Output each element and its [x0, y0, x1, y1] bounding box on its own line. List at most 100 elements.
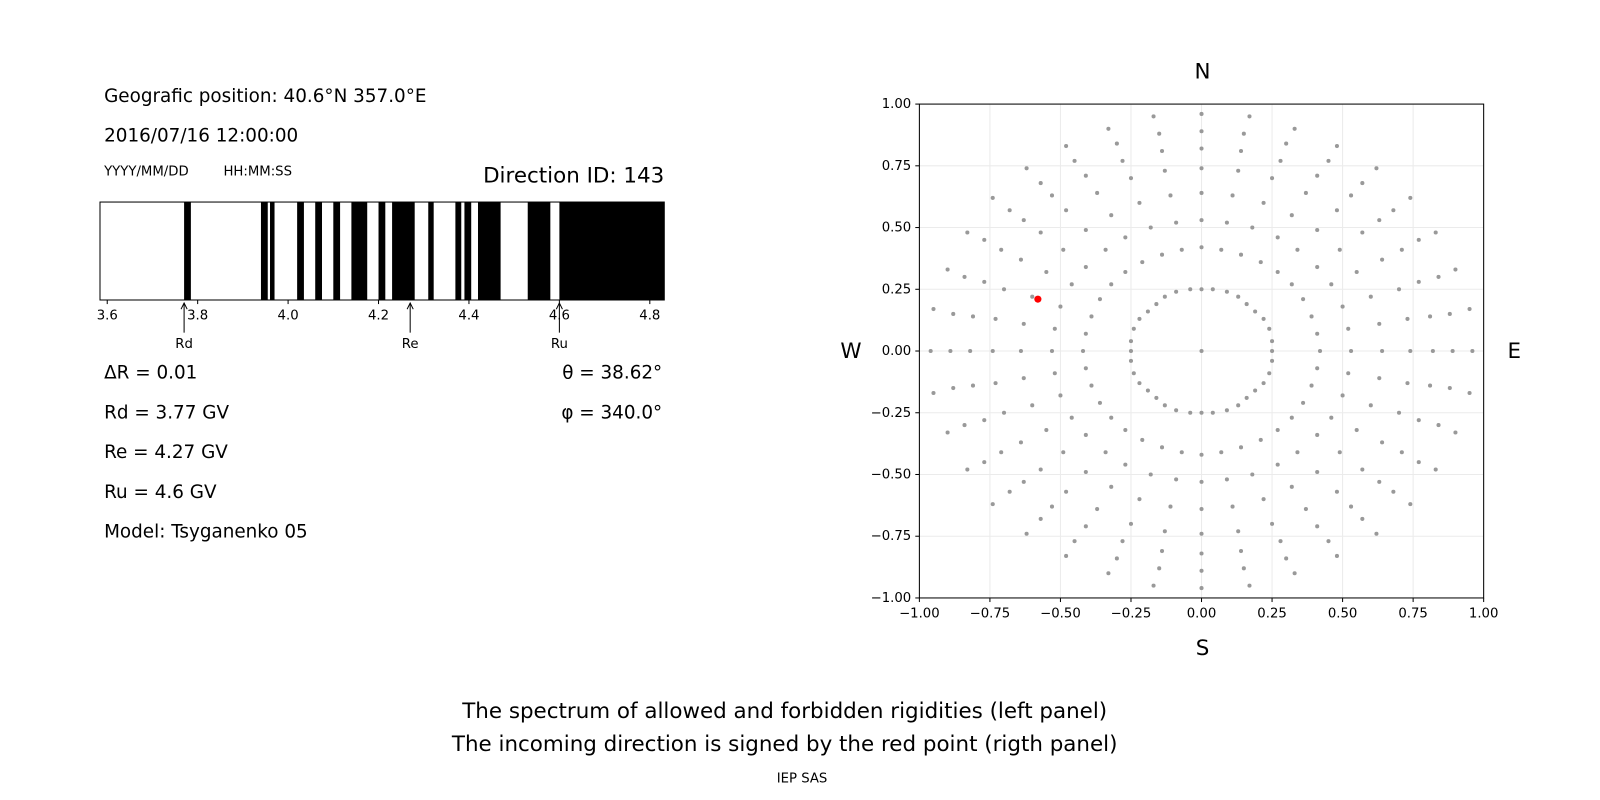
direction-point [1106, 571, 1111, 576]
direction-point [1083, 469, 1088, 475]
direction-point [1258, 260, 1263, 265]
direction-point [1253, 309, 1258, 314]
forbidden-band [184, 202, 191, 300]
direction-point [1137, 316, 1142, 321]
direction-point [1329, 415, 1334, 420]
x-tick-label: 4.4 [458, 308, 479, 323]
direction-point [1428, 383, 1433, 388]
direction-point [1128, 176, 1134, 181]
direction-point [1123, 269, 1128, 275]
direction-point [1416, 279, 1421, 284]
x-tick-label: −0.50 [1040, 606, 1081, 621]
direction-point [1174, 289, 1179, 294]
direction-point [1289, 282, 1294, 287]
direction-point [1148, 472, 1153, 477]
direction-point [1128, 348, 1134, 354]
direction-point [1024, 531, 1029, 536]
direction-point [1284, 141, 1289, 146]
direction-point [1151, 583, 1156, 588]
direction-point [1159, 445, 1165, 450]
direction-point [1199, 146, 1204, 151]
direction-point [1289, 484, 1294, 489]
direction-point [1095, 190, 1100, 196]
forbidden-band [559, 202, 665, 300]
direction-point [1018, 440, 1023, 445]
direction-point [1374, 531, 1379, 536]
direction-point [1377, 218, 1382, 223]
direction-point [1295, 450, 1300, 455]
direction-point [1244, 302, 1249, 307]
direction-point [1064, 208, 1069, 213]
direction-point [993, 381, 998, 386]
direction-point [1270, 348, 1275, 354]
direction-point [1241, 131, 1246, 136]
direction-point [1292, 571, 1297, 576]
direction-point [1349, 504, 1354, 509]
x-tick-label: 4.2 [368, 308, 389, 323]
direction-point [1396, 410, 1402, 415]
direction-point [1275, 462, 1280, 467]
direction-point [1069, 415, 1074, 420]
direction-point [1334, 489, 1339, 494]
direction-point [1368, 294, 1373, 299]
direction-point [1405, 381, 1410, 386]
direction-point [1131, 371, 1136, 376]
direction-point [1241, 566, 1246, 571]
direction-point [1337, 247, 1342, 252]
direction-point [1179, 450, 1184, 455]
direction-point [1309, 383, 1314, 388]
direction-point [1145, 309, 1150, 314]
direction-label: N [1195, 59, 1211, 84]
direction-point [1083, 265, 1088, 270]
direction-point [1103, 247, 1108, 252]
direction-point [1258, 437, 1263, 442]
direction-point [1453, 430, 1458, 435]
direction-point [1315, 227, 1320, 233]
direction-point [1236, 529, 1241, 534]
direction-point [1123, 462, 1128, 467]
forbidden-band [477, 202, 501, 300]
direction-point [1396, 287, 1402, 292]
direction-point [1346, 326, 1351, 331]
direction-label: S [1196, 636, 1210, 661]
direction-point [1326, 158, 1331, 163]
direction-point [1289, 415, 1294, 420]
direction-point [1391, 489, 1396, 494]
direction-point [1453, 267, 1458, 272]
direction-point [982, 460, 987, 465]
direction-point [1408, 195, 1413, 200]
marker-arrow-head [406, 301, 414, 310]
direction-point [1199, 410, 1204, 415]
figure-content: Geografic position: 40.6°N 357.0°E 2016/… [97, 59, 1521, 786]
direction-point [1261, 497, 1266, 502]
credit: IEP SAS [777, 772, 828, 787]
direction-point [1408, 502, 1413, 507]
direction-point [1018, 257, 1023, 262]
direction-point [1007, 208, 1012, 213]
direction-point [1380, 440, 1385, 445]
direction-point [948, 348, 953, 354]
forbidden-band [527, 202, 551, 300]
forbidden-band [428, 202, 434, 300]
direction-point [1315, 265, 1320, 270]
direction-point [1349, 348, 1354, 354]
direction-point [1021, 376, 1026, 381]
direction-point [1436, 423, 1441, 428]
marker-arrow-head [555, 301, 563, 310]
direction-point [1140, 260, 1145, 265]
direction-point [1001, 410, 1007, 415]
direction-point [1210, 287, 1215, 292]
direction-point [990, 502, 995, 507]
direction-point [1097, 297, 1102, 302]
x-tick-label: 0.25 [1257, 606, 1287, 621]
direction-point [1303, 190, 1308, 196]
x-tick-label: −1.00 [899, 606, 940, 621]
marker-label: Ru [551, 337, 568, 352]
direction-point [1049, 348, 1055, 354]
direction-id: Direction ID: 143 [483, 164, 664, 189]
direction-point [1267, 371, 1272, 376]
direction-point [931, 390, 936, 396]
theta: θ = 38.62° [562, 362, 662, 383]
direction-point [1408, 348, 1413, 354]
direction-point [1058, 393, 1063, 398]
